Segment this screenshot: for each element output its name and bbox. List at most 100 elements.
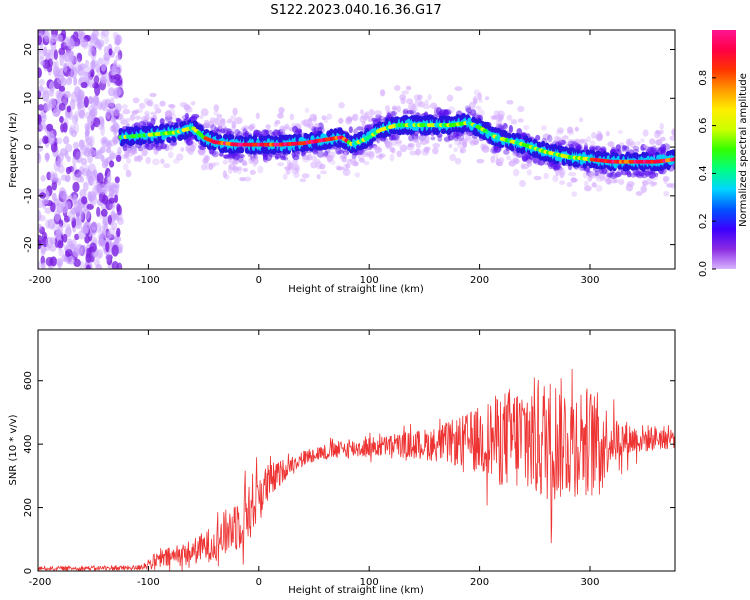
noise-blob (75, 65, 81, 74)
noise-blob (104, 185, 112, 192)
halo-blob (517, 105, 525, 113)
noise-blob (55, 34, 64, 42)
spectrogram-x-tick-label: -200 (29, 275, 52, 286)
halo-blob (437, 136, 443, 142)
noise-blob (66, 223, 72, 236)
halo-blob (289, 113, 295, 121)
noise-blob (39, 215, 46, 222)
halo-blob (216, 113, 223, 119)
halo-blob (231, 120, 237, 129)
halo-blob (163, 163, 171, 169)
noise-blob (77, 67, 85, 76)
halo-blob (129, 114, 136, 121)
noise-blob (104, 180, 112, 191)
noise-blob (46, 123, 54, 132)
halo-blob (396, 138, 402, 147)
noise-blob (50, 34, 58, 43)
band-blob (540, 140, 546, 147)
halo-blob (591, 182, 597, 188)
halo-blob (391, 139, 398, 147)
halo-blob (574, 126, 579, 132)
halo-blob (350, 161, 359, 166)
halo-blob (389, 153, 395, 162)
halo-blob (242, 167, 248, 172)
noise-blob (103, 53, 111, 62)
noise-blob (102, 195, 109, 205)
noise-blob (99, 146, 106, 154)
halo-blob (532, 157, 538, 164)
halo-blob (533, 175, 542, 181)
halo-blob (239, 177, 246, 182)
halo-blob (125, 123, 130, 128)
halo-blob (286, 159, 292, 167)
halo-blob (506, 114, 513, 121)
snr-y-label: SNR (10 * v/v) (8, 414, 19, 485)
noise-blob (56, 160, 61, 167)
halo-blob (243, 125, 249, 131)
noise-blob (83, 96, 89, 108)
halo-blob (659, 136, 666, 142)
noise-blob (69, 66, 78, 79)
halo-blob (301, 173, 310, 179)
noise-blob (110, 212, 118, 220)
noise-blob (58, 85, 66, 92)
colorbar-axes: 0.0 0.2 0.4 0.6 0.8 (698, 70, 716, 277)
noise-blob (106, 75, 112, 88)
halo-blob (316, 150, 325, 158)
halo-blob (234, 128, 240, 136)
ridge-point (672, 157, 675, 162)
halo-blob (666, 183, 674, 188)
noise-blob (50, 202, 56, 213)
halo-blob (359, 115, 368, 123)
halo-blob (125, 117, 131, 123)
noise-blob (90, 33, 97, 41)
noise-blob (38, 223, 42, 231)
halo-blob (249, 169, 256, 175)
noise-blob (115, 79, 123, 87)
noise-blob (90, 48, 97, 61)
halo-blob (150, 117, 156, 126)
halo-blob (454, 86, 463, 92)
halo-blob (582, 171, 588, 179)
halo-blob (649, 147, 658, 156)
halo-blob (559, 180, 566, 186)
band-blob (517, 133, 522, 140)
halo-blob (407, 143, 413, 148)
halo-blob (497, 110, 505, 118)
noise-blob (72, 148, 81, 160)
halo-blob (168, 151, 174, 159)
noise-blob (56, 177, 62, 186)
halo-blob (618, 179, 625, 185)
halo-blob (213, 161, 220, 166)
halo-blob (217, 122, 223, 130)
halo-blob (273, 130, 281, 137)
noise-blob (50, 173, 56, 183)
halo-blob (447, 106, 456, 114)
noise-blob (109, 152, 117, 159)
halo-blob (368, 151, 375, 160)
halo-blob (567, 126, 574, 134)
noise-blob (42, 35, 50, 46)
halo-blob (124, 152, 129, 158)
halo-blob (508, 160, 517, 167)
halo-blob (145, 156, 151, 165)
halo-blob (642, 179, 648, 187)
halo-blob (153, 103, 158, 110)
halo-blob (413, 105, 419, 112)
noise-blob (66, 255, 75, 265)
halo-blob (261, 129, 269, 137)
noise-blob (98, 183, 107, 195)
halo-blob (606, 172, 613, 178)
noise-blob (76, 52, 83, 63)
noise-blob (94, 181, 101, 192)
halo-blob (396, 150, 403, 158)
noise-blob (40, 175, 46, 182)
halo-blob (638, 170, 645, 177)
noise-blob (38, 90, 42, 98)
noise-blob (55, 137, 63, 145)
noise-blob (62, 122, 68, 133)
halo-blob (625, 138, 631, 146)
halo-blob (356, 126, 364, 131)
noise-blob (105, 241, 110, 253)
halo-blob (141, 148, 148, 157)
